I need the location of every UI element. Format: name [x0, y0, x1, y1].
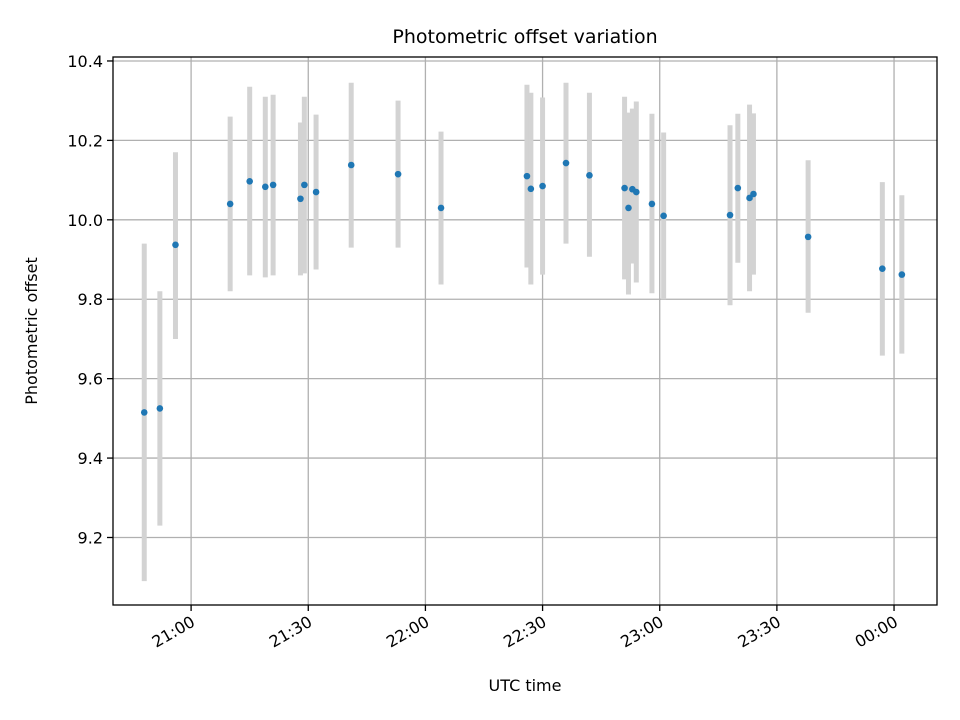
data-point — [301, 181, 308, 189]
data-point — [726, 211, 734, 219]
data-point — [898, 271, 906, 278]
data-point — [226, 200, 234, 208]
data-point — [523, 172, 531, 180]
y-tick-label: 9.2 — [78, 528, 103, 547]
data-point — [804, 233, 812, 241]
y-tick-label: 9.8 — [78, 290, 103, 309]
data-point — [347, 161, 355, 169]
x-tick-label: 23:30 — [734, 612, 783, 652]
data-point — [750, 190, 757, 198]
data-point — [269, 181, 277, 189]
data-point — [140, 409, 148, 416]
data-point — [621, 184, 628, 192]
data-point — [562, 159, 570, 167]
data-point — [879, 265, 886, 272]
x-tick-label: 23:00 — [617, 612, 666, 652]
data-point — [734, 184, 742, 192]
data-point — [527, 185, 535, 193]
error-bars — [141, 82, 905, 582]
y-tick-label: 10.4 — [67, 52, 103, 71]
y-tick-label: 9.6 — [78, 370, 103, 389]
data-point — [246, 177, 253, 185]
data-point — [625, 204, 632, 212]
x-tick-label: 22:00 — [383, 612, 432, 652]
y-axis-label: Photometric offset — [22, 257, 41, 405]
x-ticks: 21:00 21:30 22:00 22:30 23:00 23:30 00:00 — [149, 605, 901, 652]
chart-title: Photometric offset variation — [392, 26, 657, 48]
data-point — [660, 212, 667, 220]
y-tick-label: 10.2 — [67, 131, 103, 150]
data-point — [262, 183, 269, 191]
data-point — [437, 204, 445, 212]
y-ticks: 9.2 9.4 9.6 9.8 10.0 10.2 10.4 — [67, 52, 113, 547]
data-point — [312, 188, 320, 196]
data-point — [648, 200, 656, 208]
x-tick-label: 22:30 — [500, 612, 549, 652]
data-point — [394, 170, 402, 178]
x-axis-label: UTC time — [489, 676, 562, 695]
y-tick-label: 9.4 — [78, 449, 103, 468]
plot-frame — [112, 56, 938, 606]
data-point — [539, 182, 546, 190]
x-tick-label: 21:00 — [149, 612, 198, 652]
data-point — [297, 195, 304, 203]
x-tick-label: 00:00 — [852, 612, 901, 652]
x-tick-label: 21:30 — [266, 612, 315, 652]
data-points — [140, 159, 906, 416]
data-point — [632, 188, 640, 196]
y-tick-label: 10.0 — [67, 211, 103, 230]
data-point — [156, 405, 164, 412]
data-point — [172, 241, 179, 249]
data-point — [586, 172, 593, 179]
